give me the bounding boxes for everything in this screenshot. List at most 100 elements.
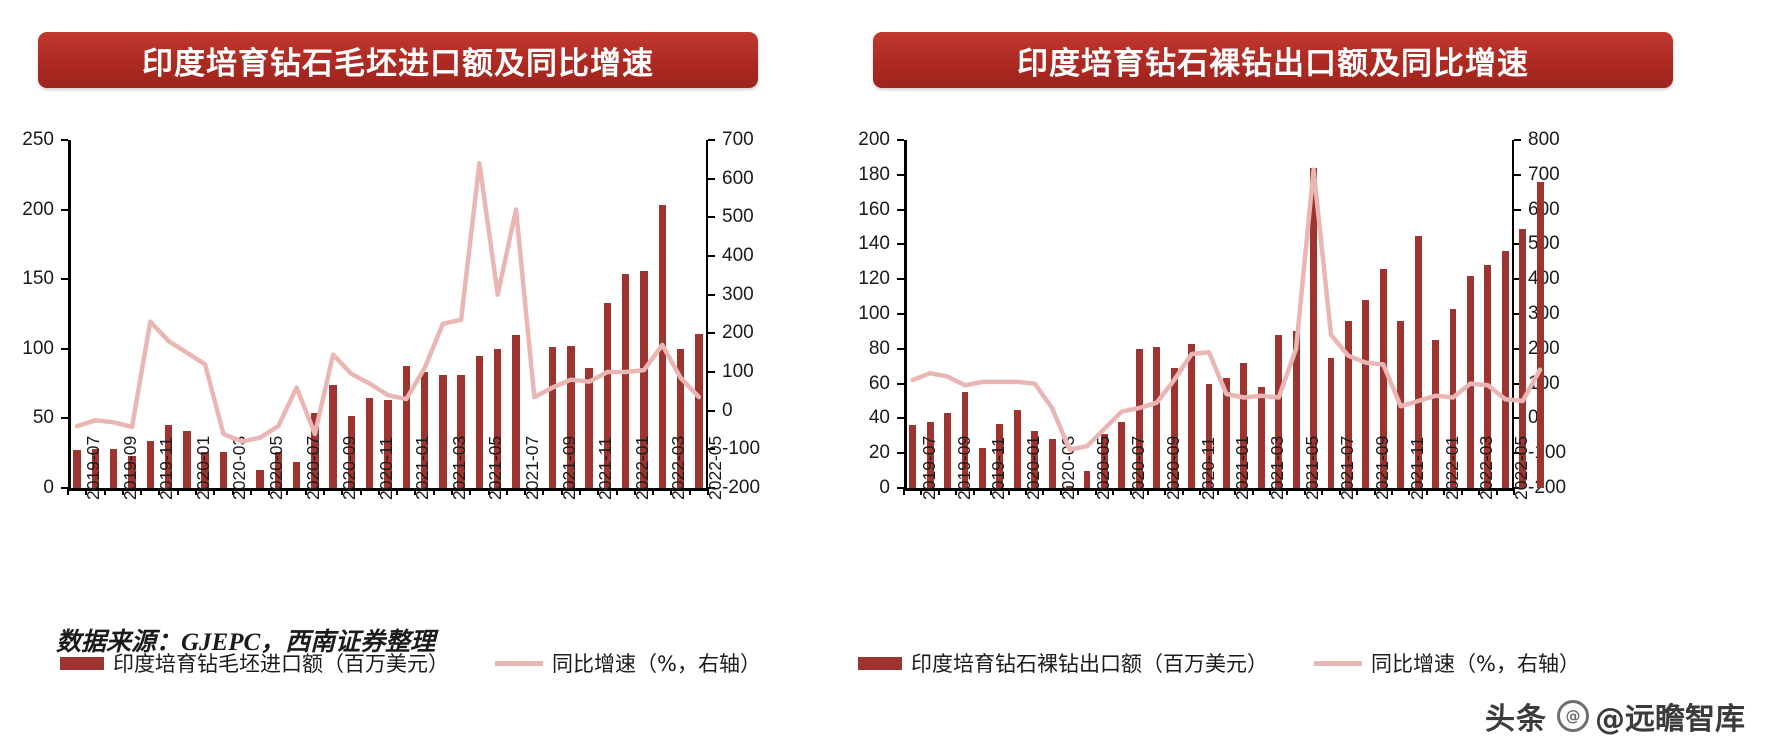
y-tick-right — [1514, 417, 1521, 420]
y-tick-label-right: 500 — [1528, 233, 1560, 255]
bar — [926, 421, 934, 488]
bar — [128, 455, 136, 488]
bar — [1083, 470, 1091, 488]
y-tick-right — [708, 293, 715, 296]
x-tick — [707, 488, 709, 495]
y-axis-left — [68, 140, 71, 488]
x-tick — [213, 488, 216, 495]
y-tick-label-left: 0 — [43, 477, 54, 498]
x-tick — [396, 488, 399, 495]
bar — [1222, 378, 1230, 488]
bar — [1275, 334, 1283, 488]
y-tick-label-right: -200 — [722, 477, 761, 498]
x-tick — [323, 488, 325, 495]
bar — [585, 368, 593, 488]
x-tick — [1025, 488, 1027, 495]
x-tick — [652, 488, 655, 495]
chart-legend-right: 印度培育钻石裸钻出口额（百万美元） 同比增速（%，右轴） — [858, 648, 1580, 678]
chart-title-right: 印度培育钻石裸钻出口额及同比增速 — [1017, 45, 1529, 82]
y-tick-label-right: 300 — [722, 283, 754, 305]
x-tick — [1495, 488, 1498, 495]
chart-title-left: 印度培育钻石毛坯进口额及同比增速 — [142, 45, 654, 82]
y-tick-label-right: 300 — [1528, 303, 1560, 324]
bar — [475, 355, 484, 488]
bar — [1205, 383, 1213, 488]
bar — [420, 372, 429, 488]
x-tick — [955, 488, 958, 495]
y-tick-label-right: 200 — [1528, 337, 1560, 359]
bar — [1379, 268, 1387, 488]
x-tick — [1391, 488, 1393, 495]
bar — [347, 415, 356, 488]
x-tick — [1373, 488, 1376, 495]
x-tick — [231, 488, 234, 495]
y-tick-label-right: 200 — [722, 322, 754, 344]
y-tick-left — [61, 417, 68, 420]
y-tick-label-right: 0 — [722, 399, 733, 421]
y-axis-left — [904, 140, 907, 488]
bar — [512, 334, 520, 488]
bar — [366, 397, 374, 488]
bar — [1048, 439, 1056, 488]
y-tick-right — [708, 409, 715, 412]
y-tick-right — [1514, 347, 1521, 350]
y-tick-label-left: 160 — [858, 198, 890, 220]
bar — [1310, 167, 1318, 488]
y-tick-label-left: 200 — [858, 129, 890, 150]
y-tick-left — [897, 487, 904, 489]
x-tick — [1513, 488, 1515, 495]
bar — [1344, 320, 1352, 488]
bar — [384, 400, 392, 488]
panel-left-chart: 印度培育钻石毛坯进口额及同比增速 0 50 100 150 200 250 -200 -100… — [0, 0, 816, 756]
y-tick-label-left: 100 — [22, 337, 54, 359]
x-tick — [1042, 488, 1045, 495]
x-tick — [990, 488, 993, 495]
y-tick-label-right: 400 — [1528, 268, 1560, 290]
bar — [439, 375, 447, 488]
y-tick-left — [897, 278, 904, 281]
y-tick-label-right: 600 — [1528, 198, 1560, 220]
x-tick — [903, 488, 905, 495]
y-tick-right — [708, 332, 715, 335]
x-tick — [542, 488, 545, 495]
y-tick-right — [708, 216, 715, 219]
x-tick — [1425, 488, 1428, 495]
bar — [1031, 430, 1039, 488]
x-tick — [176, 488, 179, 495]
y-tick-right — [708, 255, 715, 257]
y-tick-right — [708, 448, 715, 451]
y-tick-label-right: 600 — [722, 167, 754, 189]
legend-bar-swatch-icon — [858, 656, 902, 670]
legend-item-bar-left: 印度培育钻毛坯进口额（百万美元） — [60, 648, 449, 678]
x-tick — [688, 488, 691, 495]
y-tick-left — [897, 208, 904, 211]
x-tick — [505, 488, 508, 495]
chart-title-banner-left: 印度培育钻石毛坯进口额及同比增速 — [38, 32, 758, 88]
x-tick — [579, 488, 581, 495]
bar — [457, 375, 465, 488]
x-tick — [268, 488, 271, 495]
y-axis-right — [705, 140, 708, 488]
x-tick — [1251, 488, 1254, 495]
x-tick — [1199, 488, 1202, 495]
x-tick — [341, 488, 344, 495]
y-tick-label-right: -200 — [1528, 477, 1567, 498]
y-tick-left — [61, 208, 68, 211]
x-tick — [1181, 488, 1184, 495]
x-tick — [85, 488, 88, 495]
bar — [622, 273, 630, 488]
at-icon: @ — [1557, 700, 1589, 732]
y-tick-label-right: 400 — [722, 245, 754, 266]
chart-legend-left: 印度培育钻毛坯进口额（百万美元） 同比增速（%，右轴） — [60, 648, 761, 678]
x-tick — [1077, 488, 1080, 495]
bar — [146, 440, 154, 488]
legend-bar-label-right: 印度培育钻石裸钻出口额（百万美元） — [911, 652, 1268, 676]
bar — [1327, 357, 1335, 488]
bar — [603, 302, 612, 488]
bar — [201, 451, 209, 488]
bar — [1414, 235, 1422, 488]
bar — [676, 348, 685, 488]
y-tick-label-left: 250 — [22, 129, 54, 150]
bar — [73, 450, 81, 488]
bar — [1519, 228, 1527, 488]
